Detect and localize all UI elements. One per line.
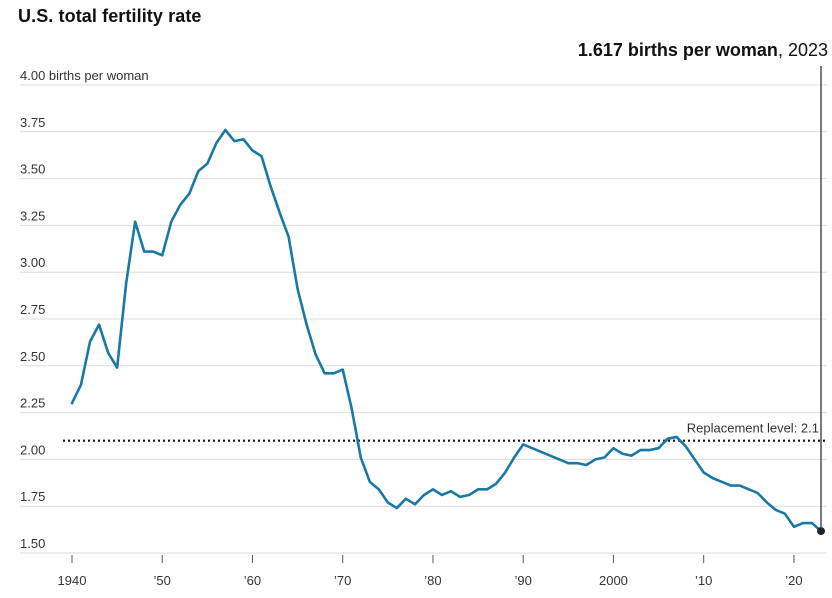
annotation-separator: , [777,40,788,60]
x-tick-label: 2000 [599,573,628,588]
latest-value-annotation: 1.617 births per woman, 2023 [578,40,828,61]
x-tick-label: ’10 [695,573,712,588]
x-tick-label: ’90 [515,573,532,588]
y-axis-ticks: 4.00 births per woman 3.75 3.50 3.25 3.00 2.7… [20,68,149,551]
y-tick-label: 2.75 [20,302,45,317]
latest-point-marker-group [817,527,825,536]
x-tick-label: ’50 [154,573,171,588]
x-tick-label: ’20 [785,573,802,588]
fertility-rate-line [70,128,823,533]
x-tick-label: ’80 [424,573,441,588]
latest-point-marker [817,527,825,536]
x-tick-label: ’70 [334,573,351,588]
y-tick-label: 3.50 [20,162,45,177]
y-tick-label: 1.50 [20,536,45,551]
x-tick-label: ’60 [244,573,261,588]
y-tick-label: 2.50 [20,349,45,364]
replacement-level-label: Replacement level: 2.1 [687,421,819,436]
y-tick-label: 2.00 [20,442,45,457]
y-tick-label: 2.25 [20,396,45,411]
latest-year-text: 2023 [787,40,828,60]
chart-title: U.S. total fertility rate [18,6,202,26]
grid-lines [20,84,827,554]
y-tick-label: 3.25 [20,208,45,223]
y-tick-label: 3.00 [20,255,45,270]
y-tick-label: 4.00 births per woman [20,68,149,83]
replacement-level-reference: Replacement level: 2.1 [63,421,827,442]
y-tick-label: 1.75 [20,489,45,504]
fertility-rate-series [70,128,823,533]
x-tick-label: 1940 [58,573,87,588]
x-axis-ticks: 1940 ’50 ’60 ’70 ’80 ’90 2000 ’10 ’20 [58,555,803,588]
y-tick-label: 3.75 [20,115,45,130]
latest-value-text: 1.617 births per woman [577,40,778,60]
